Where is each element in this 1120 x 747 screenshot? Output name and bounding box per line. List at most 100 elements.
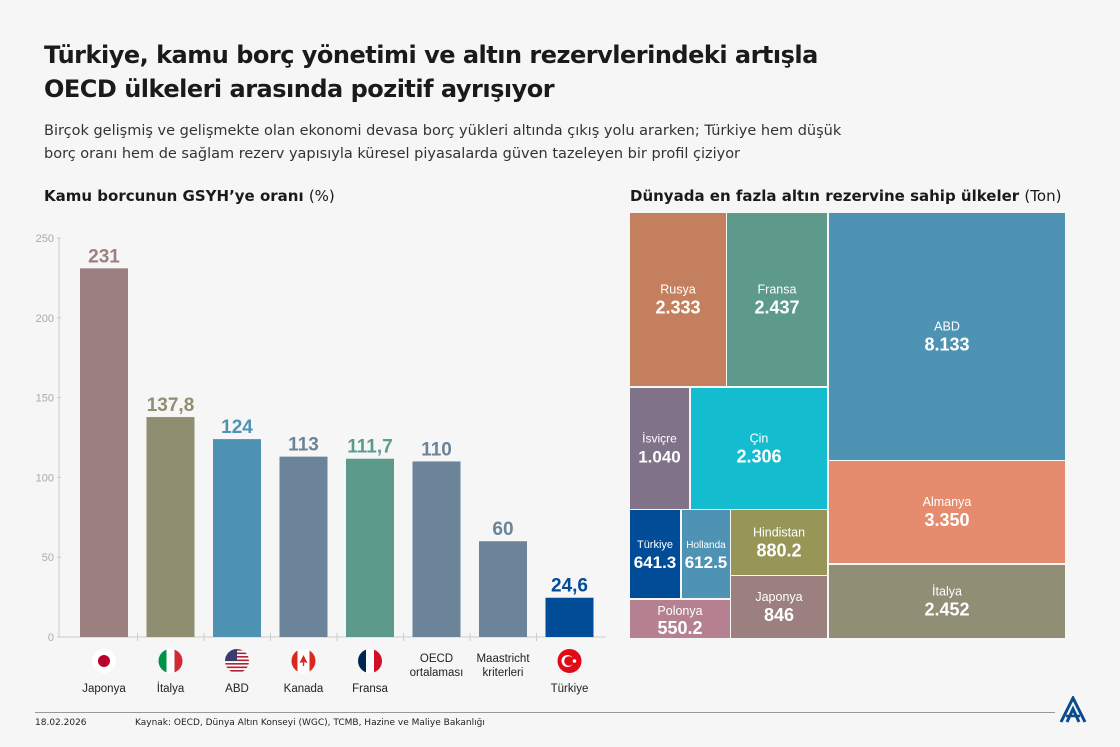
treemap-name: Rusya (660, 283, 695, 297)
treemap-value: 641.3 (634, 553, 677, 572)
treemap-cell-Türkiye: Türkiye 641.3 (630, 510, 680, 598)
treemap-value: 2.437 (754, 298, 799, 318)
treemap-name: Hindistan (753, 526, 805, 540)
bar-Maastricht kriterleri (479, 541, 527, 637)
treemap-name: Çin (750, 432, 769, 446)
italy-flag-icon (158, 649, 183, 673)
treemap-name: Japonya (755, 590, 802, 604)
treemap-value: 1.040 (638, 448, 681, 467)
category-label: Fransa (352, 683, 388, 695)
treemap-value: 8.133 (924, 335, 969, 355)
japan-flag-icon (92, 649, 116, 673)
treemap-value: 2.452 (924, 600, 969, 620)
bar-Türkiye (545, 597, 594, 637)
subtitle-line-2: borç oranı hem de sağlam rezerv yapısıyl… (44, 146, 741, 162)
category-label: Türkiye (551, 683, 589, 695)
treemap-value: 3.350 (924, 510, 969, 530)
treemap-rect (682, 510, 730, 598)
value-label: 113 (288, 435, 319, 456)
treemap-value: 880.2 (756, 541, 801, 561)
treemap-cell-İsviçre: İsviçre 1.040 (630, 388, 689, 509)
value-label: 231 (88, 246, 120, 267)
category-label: kriterleri (483, 667, 524, 679)
treemap-value: 550.2 (657, 618, 702, 638)
category-label: Japonya (82, 683, 126, 695)
treemap-rect (630, 213, 726, 386)
category-label: Maastricht (476, 653, 530, 665)
category-label: OECD (420, 653, 453, 665)
category-label: Kanada (284, 683, 324, 695)
treemap-name: ABD (934, 320, 960, 334)
turkey-flag-icon (557, 649, 582, 673)
bar-chart-title: Kamu borcunun GSYH’ye oranı (%) (44, 187, 335, 205)
bar-İtalya (146, 417, 195, 637)
treemap-rect (731, 576, 827, 638)
aa-logo-icon (1059, 696, 1087, 723)
y-tick-label: 0 (48, 632, 54, 644)
bar-Japonya (80, 268, 128, 637)
category-label: İtalya (157, 682, 185, 695)
category-label: ABD (225, 683, 249, 695)
treemap-name: İtalya (932, 585, 962, 599)
treemap-unit: (Ton) (1024, 187, 1062, 205)
bar-Kanada (279, 456, 328, 637)
canada-flag-icon (291, 649, 316, 673)
title-line-1: Türkiye, kamu borç yönetimi ve altın rez… (44, 41, 818, 69)
title-line-2: OECD ülkeleri arasında pozitif ayrışıyor (44, 75, 555, 103)
bar-ABD (213, 439, 261, 637)
treemap-name: İsviçre (642, 432, 677, 446)
treemap-title-text: Dünyada en fazla altın rezervine sahip ü… (630, 187, 1020, 205)
bar-chart-unit: (%) (308, 187, 335, 205)
treemap-rect (630, 388, 689, 509)
page-title: Türkiye, kamu borç yönetimi ve altın rez… (44, 38, 818, 106)
value-label: 137,8 (147, 395, 195, 416)
subtitle-line-1: Birçok gelişmiş ve gelişmekte olan ekono… (44, 123, 842, 139)
treemap-value: 612.5 (685, 553, 728, 572)
footer-source: Kaynak: OECD, Dünya Altın Konseyi (WGC),… (135, 718, 485, 728)
subtitle: Birçok gelişmiş ve gelişmekte olan ekono… (44, 120, 944, 166)
treemap-rect (829, 461, 1065, 563)
treemap-name: Polonya (657, 604, 702, 618)
treemap-rect (829, 213, 1065, 460)
treemap-value: 2.333 (655, 298, 700, 318)
treemap-cell-Hollanda: Hollanda 612.5 (682, 510, 730, 598)
treemap-rect (731, 510, 827, 575)
treemap-name: Fransa (758, 283, 797, 297)
usa-flag-icon (225, 649, 249, 673)
footer-date: 18.02.2026 (35, 718, 87, 728)
bar-OECD ortalaması (412, 461, 461, 637)
value-label: 110 (421, 439, 452, 460)
y-tick-label: 200 (36, 313, 54, 325)
bar-Fransa (346, 458, 394, 637)
treemap-name: Türkiye (637, 539, 673, 551)
bar-chart-title-text: Kamu borcunun GSYH’ye oranı (44, 187, 304, 205)
treemap-rect (727, 213, 827, 386)
treemap-rect (691, 388, 827, 509)
y-tick-label: 50 (42, 552, 54, 564)
y-tick-label: 250 (36, 233, 54, 245)
treemap-name: Hollanda (686, 540, 726, 551)
value-label: 124 (221, 417, 253, 438)
y-tick-label: 150 (36, 393, 54, 405)
footer-divider (35, 712, 1055, 713)
treemap-title: Dünyada en fazla altın rezervine sahip ü… (630, 187, 1061, 205)
value-label: 60 (492, 519, 513, 540)
treemap-rect (630, 600, 730, 638)
treemap-value: 2.306 (736, 447, 781, 467)
treemap-rect (829, 565, 1065, 638)
value-label: 111,7 (347, 437, 392, 458)
value-label: 24,6 (551, 576, 588, 597)
france-flag-icon (358, 649, 382, 673)
treemap-rect (630, 510, 680, 598)
category-label: ortalaması (410, 667, 464, 679)
